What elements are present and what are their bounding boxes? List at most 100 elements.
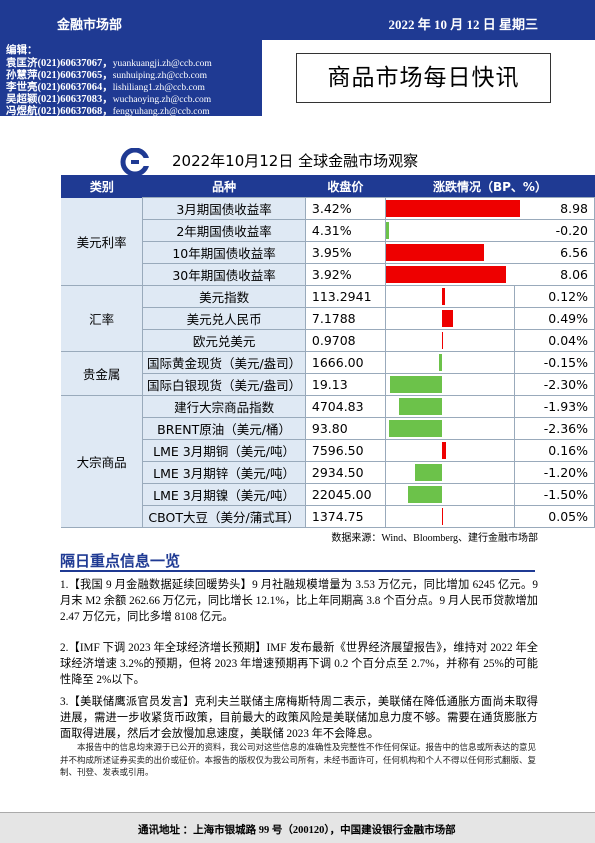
change-value: -0.20 xyxy=(555,223,588,238)
close-value: 1374.75 xyxy=(304,505,386,528)
instrument-name: 美元指数 xyxy=(142,285,306,308)
change-value: -2.30% xyxy=(513,373,595,396)
change-value: -1.93% xyxy=(513,395,595,418)
category-cell: 大宗商品 xyxy=(61,395,143,528)
close-value: 19.13 xyxy=(304,373,386,396)
header-instrument: 品种 xyxy=(142,175,306,198)
ccb-logo-icon xyxy=(120,148,155,176)
editor-row: 冯煜航(021)60637068，fengyuhang.zh@ccb.com xyxy=(6,103,210,118)
header-close: 收盘价 xyxy=(305,175,386,198)
market-table: 类别 品种 收盘价 涨跌情况（BP、%） 美元利率 3月期国债收益率 3.42% 8.… xyxy=(61,175,595,528)
close-value: 7.1788 xyxy=(304,307,386,330)
section-title: 隔日重点信息一览 xyxy=(60,552,181,570)
editors-label: 编辑： xyxy=(6,45,38,56)
close-value: 113.2941 xyxy=(304,285,386,308)
table-row: 30年期国债收益率 3.92% 8.06 xyxy=(61,263,595,286)
change-bar-cell: 6.56 xyxy=(384,241,595,264)
table-row: 大宗商品 建行大宗商品指数 4704.83 -1.93% xyxy=(61,395,595,528)
table-row: CBOT大豆（美分/蒲式耳） 1374.75 0.05% xyxy=(61,505,595,528)
instrument-name: 2年期国债收益率 xyxy=(142,219,306,242)
instrument-name: 建行大宗商品指数 xyxy=(142,395,306,418)
department-name: 金融市场部 xyxy=(57,17,123,32)
change-bar-cell xyxy=(384,329,515,352)
editor-email[interactable]: sunhuiping.zh@ccb.com xyxy=(112,71,207,81)
category-cell: 汇率 xyxy=(61,285,143,352)
editor-name: 孙慧萍 xyxy=(6,70,38,81)
change-bar xyxy=(385,266,506,283)
editor-email[interactable]: wuchaoying.zh@ccb.com xyxy=(112,95,212,105)
change-bar xyxy=(385,244,484,261)
change-value: -1.50% xyxy=(513,483,595,506)
editor-row: 孙慧萍(021)60637065，sunhuiping.zh@ccb.com xyxy=(6,67,207,82)
change-bar-cell xyxy=(384,351,515,374)
change-value: -2.36% xyxy=(513,417,595,440)
table-row: 2年期国债收益率 4.31% -0.20 xyxy=(61,219,595,242)
change-value: 0.04% xyxy=(513,329,595,352)
close-value: 93.80 xyxy=(304,417,386,440)
editors-panel: 编辑： 袁匡济(021)60637067，yuankuangji.zh@ccb.… xyxy=(0,40,262,118)
change-value: -0.15% xyxy=(513,351,595,374)
table-row: 美元兑人民币 7.1788 0.49% xyxy=(61,307,595,330)
instrument-name: BRENT原油（美元/桶） xyxy=(142,417,306,440)
change-bar xyxy=(385,200,520,217)
news-item: 2.【IMF 下调 2023 年全球经济增长预期】IMF 发布最新《世界经济展望… xyxy=(60,642,538,686)
change-value: 6.56 xyxy=(560,245,588,260)
change-bar xyxy=(441,288,445,305)
instrument-name: LME 3月期镍（美元/吨） xyxy=(142,483,306,506)
change-value: 0.05% xyxy=(513,505,595,528)
table-row: 美元利率 3月期国债收益率 3.42% 8.98 xyxy=(61,197,595,286)
change-bar xyxy=(438,354,442,371)
close-value: 3.42% xyxy=(304,197,386,220)
editor-row: 吴超颖(021)60637083，wuchaoying.zh@ccb.com xyxy=(6,91,211,106)
footer-address: 通讯地址 ：上海市银城路 99 号（200120），中国建设银行金融市场部 xyxy=(138,825,456,836)
editor-email[interactable]: fengyuhang.zh@ccb.com xyxy=(112,107,210,117)
change-bar xyxy=(441,332,444,349)
close-value: 22045.00 xyxy=(304,483,386,506)
instrument-name: 国际白银现货（美元/盎司） xyxy=(142,373,306,396)
instrument-name: 3月期国债收益率 xyxy=(142,197,306,220)
category-cell: 美元利率 xyxy=(61,197,143,286)
change-bar xyxy=(398,398,442,415)
editor-name: 李世亮 xyxy=(6,82,38,93)
editor-phone: (021)60637065， xyxy=(37,70,113,81)
change-bar-cell xyxy=(384,395,515,418)
editor-phone: (021)60637064， xyxy=(37,82,113,93)
close-value: 1666.00 xyxy=(304,351,386,374)
header-change: 涨跌情况（BP、%） xyxy=(385,175,595,198)
close-value: 4704.83 xyxy=(304,395,386,418)
change-bar-cell xyxy=(384,439,515,462)
change-bar xyxy=(390,376,442,393)
top-banner: 金融市场部 2022 年 10 月 12 日 星期三 xyxy=(0,0,595,40)
close-value: 3.95% xyxy=(304,241,386,264)
change-bar-cell: 8.98 xyxy=(384,197,595,220)
change-bar xyxy=(385,222,389,239)
close-value: 0.9708 xyxy=(304,329,386,352)
change-value: -1.20% xyxy=(513,461,595,484)
table-row: 汇率 美元指数 113.2941 0.12% xyxy=(61,285,595,352)
editor-email[interactable]: lishiliang1.zh@ccb.com xyxy=(112,83,205,93)
change-bar xyxy=(441,310,453,327)
category-cell: 贵金属 xyxy=(61,351,143,396)
close-value: 7596.50 xyxy=(304,439,386,462)
change-bar-cell xyxy=(384,483,515,506)
change-bar-cell xyxy=(384,461,515,484)
close-value: 2934.50 xyxy=(304,461,386,484)
editor-email[interactable]: yuankuangji.zh@ccb.com xyxy=(112,59,212,69)
editor-name: 袁匡济 xyxy=(6,58,38,69)
instrument-name: 国际黄金现货（美元/盎司） xyxy=(142,351,306,374)
report-title: 商品市场每日快讯 xyxy=(296,53,551,103)
change-bar-cell xyxy=(384,307,515,330)
table-row: 国际白银现货（美元/盎司） 19.13 -2.30% xyxy=(61,373,595,396)
close-value: 3.92% xyxy=(304,263,386,286)
chart-title: 2022年10月12日 全球金融市场观察 xyxy=(172,152,419,170)
editor-phone: (021)60637068， xyxy=(37,106,113,117)
footer: 通讯地址 ：上海市银城路 99 号（200120），中国建设银行金融市场部 xyxy=(0,812,595,843)
data-source: 数据来源：Wind、Bloomberg、建行金融市场部 xyxy=(331,533,538,544)
change-value: 8.98 xyxy=(560,201,588,216)
instrument-name: 10年期国债收益率 xyxy=(142,241,306,264)
instrument-name: LME 3月期锌（美元/吨） xyxy=(142,461,306,484)
close-value: 4.31% xyxy=(304,219,386,242)
instrument-name: LME 3月期铜（美元/吨） xyxy=(142,439,306,462)
instrument-name: 欧元兑美元 xyxy=(142,329,306,352)
change-bar-cell xyxy=(384,373,515,396)
